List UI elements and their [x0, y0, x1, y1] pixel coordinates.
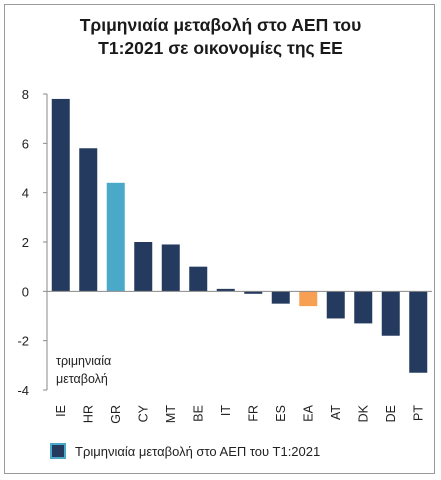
category-label-ea: EA [301, 404, 315, 421]
bar-be [189, 266, 208, 292]
legend-swatch [50, 443, 66, 459]
y-tick-label: -2 [17, 334, 29, 349]
bar-es [271, 291, 290, 304]
category-label-mt: MT [164, 405, 178, 423]
bar-pt [409, 291, 428, 373]
y-tick-label: 4 [22, 186, 29, 201]
category-label-be: BE [191, 405, 205, 422]
chart-frame [4, 4, 435, 474]
category-label-cy: CY [136, 404, 150, 422]
y-axis-label-line-2: μεταβολή [56, 372, 108, 386]
category-label-fr: FR [246, 405, 260, 422]
bar-fr [244, 291, 263, 294]
bar-at [326, 291, 345, 319]
category-labels: IE HR GR CY MT BE IT FR ES EA AT DK DE PT [54, 404, 426, 423]
bar-hr [79, 148, 98, 292]
legend-label: Τριμηνιαία μεταβολή στο ΑΕΠ του Τ1:2021 [75, 444, 320, 459]
bar-it [216, 288, 235, 292]
bar-mt [161, 244, 180, 292]
chart-title-line-2: Τ1:2021 σε οικονομίες της ΕΕ [98, 38, 343, 58]
chart-title-line-1: Τριμηνιαία μεταβολή στο ΑΕΠ του [79, 15, 362, 35]
category-label-es: ES [274, 405, 288, 422]
category-label-ie: IE [54, 405, 68, 417]
y-tick-label: 2 [22, 235, 29, 250]
y-axis-label-line-1: τριμηνιαία [56, 354, 111, 368]
category-label-gr: GR [109, 405, 123, 424]
category-label-de: DE [384, 405, 398, 422]
bar-dk [354, 291, 373, 324]
category-label-dk: DK [356, 404, 370, 422]
category-label-hr: HR [81, 405, 95, 423]
y-axis: -4 -2 0 2 4 6 8 [17, 87, 48, 398]
y-tick-label: 0 [22, 284, 29, 299]
bar-cy [134, 242, 153, 292]
y-tick-label: -4 [17, 383, 29, 398]
bar-gr [106, 182, 125, 292]
legend: Τριμηνιαία μεταβολή στο ΑΕΠ του Τ1:2021 [50, 443, 320, 459]
bar-ea [299, 291, 318, 307]
category-label-at: AT [329, 405, 343, 420]
chart-title: Τριμηνιαία μεταβολή στο ΑΕΠ του Τ1:2021 … [0, 14, 441, 60]
y-tick-label: 6 [22, 136, 29, 151]
bar-de [381, 291, 400, 336]
category-label-it: IT [219, 405, 233, 416]
bar-ie [51, 98, 70, 292]
category-label-pt: PT [411, 405, 425, 421]
y-tick-label: 8 [22, 87, 29, 102]
bars [51, 98, 428, 373]
